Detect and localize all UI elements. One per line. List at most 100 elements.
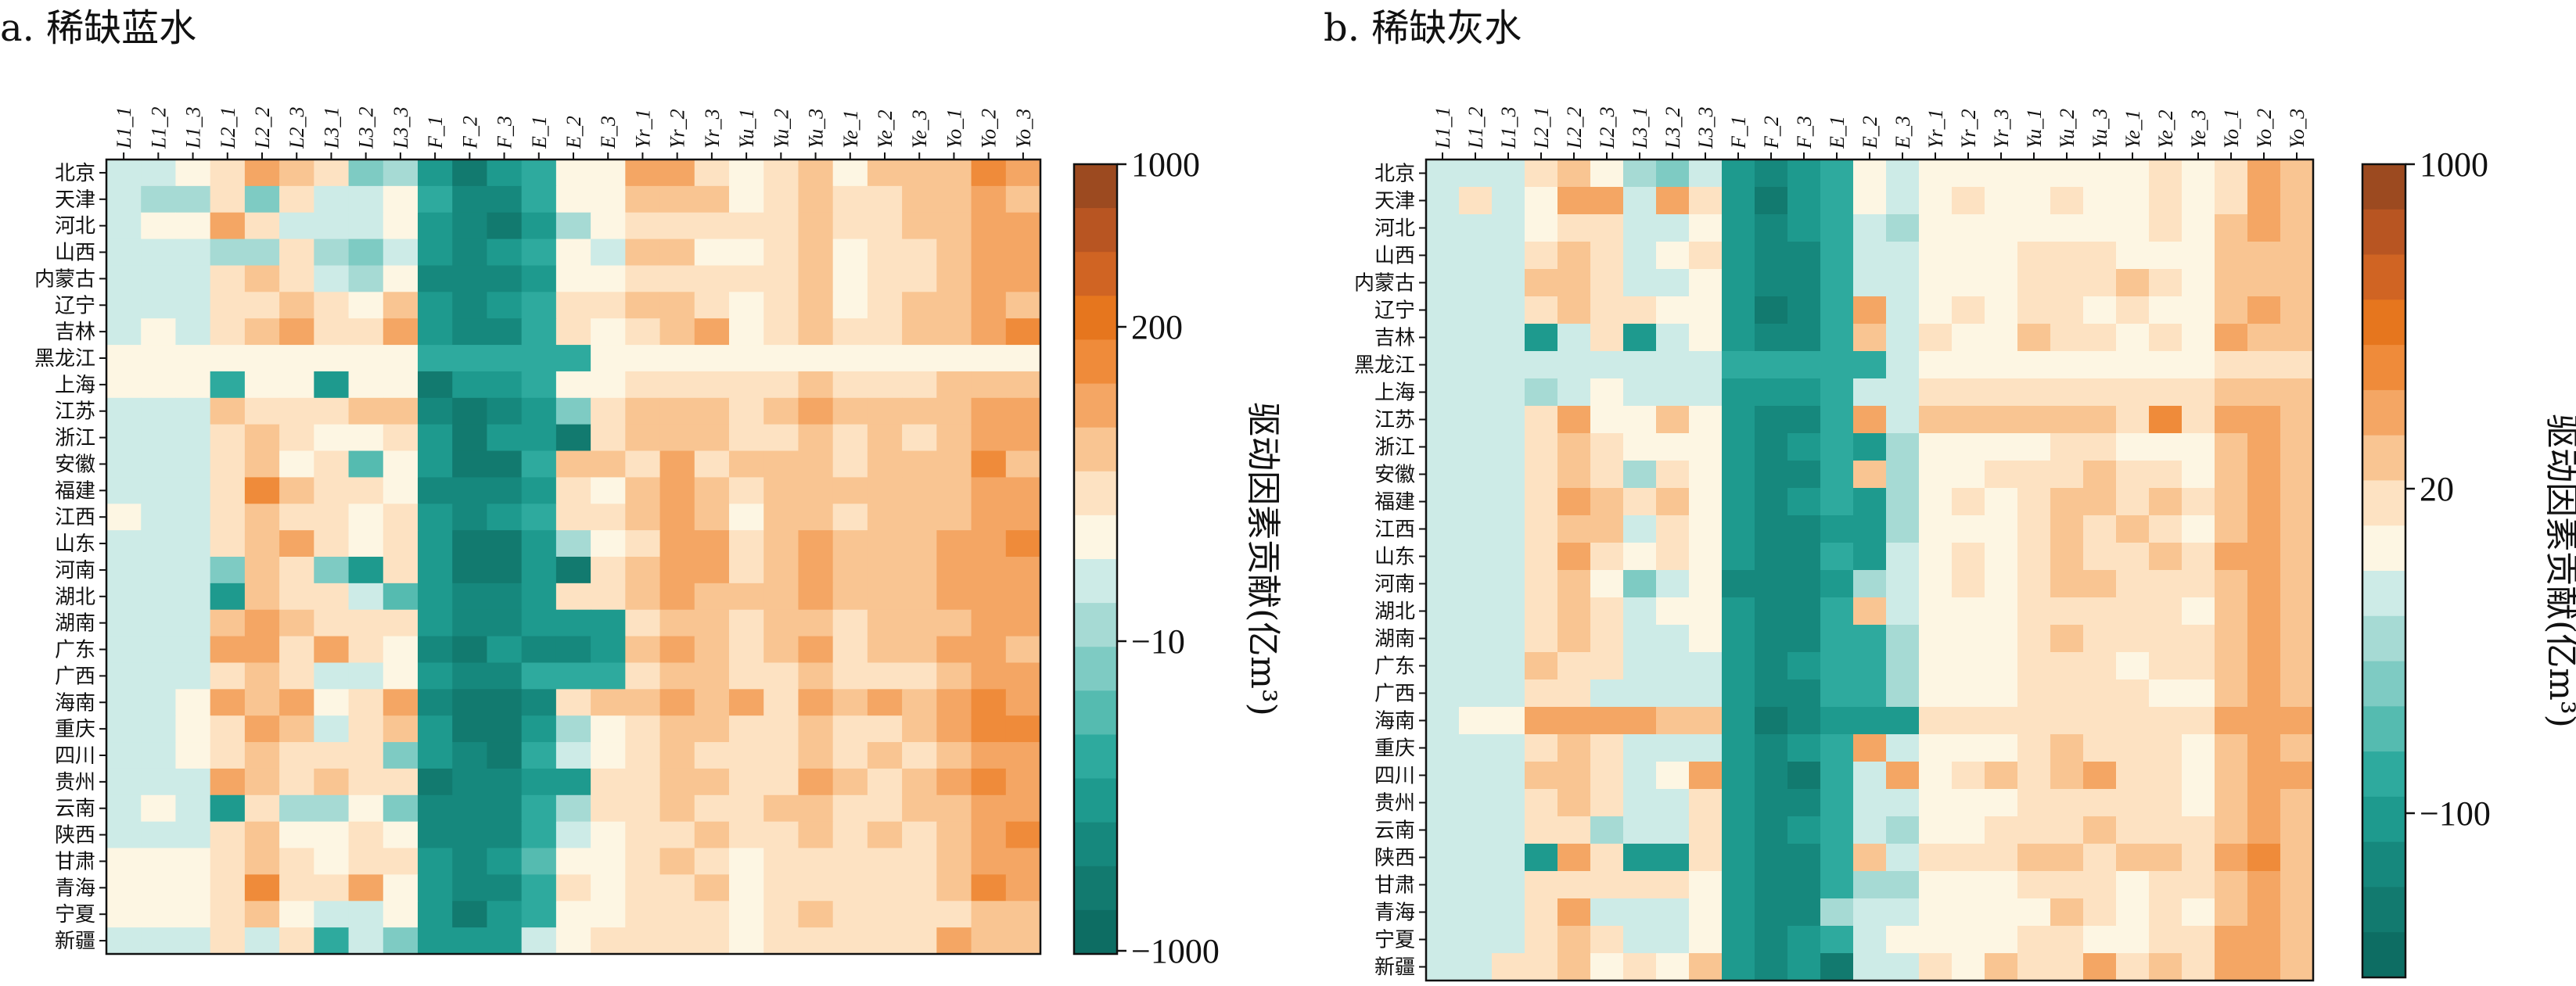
colorbar-band xyxy=(2362,164,2405,210)
heatmap-cell xyxy=(936,794,972,823)
heatmap-cell xyxy=(1656,214,1690,242)
heatmap-cell xyxy=(210,927,246,955)
heatmap-cell xyxy=(555,477,591,504)
heatmap-cell xyxy=(1005,397,1041,425)
heatmap-cell xyxy=(1656,515,1690,543)
heatmap-cell xyxy=(1005,212,1041,240)
heatmap-cell xyxy=(1919,597,1953,626)
heatmap-cell xyxy=(1985,406,2018,434)
heatmap-cell xyxy=(2116,461,2150,489)
heatmap-cell xyxy=(867,794,903,823)
heatmap-cell xyxy=(936,238,972,267)
heatmap-cell xyxy=(555,185,591,213)
heatmap-cell xyxy=(591,424,626,452)
heatmap-cell xyxy=(348,397,384,425)
heatmap-cell xyxy=(1557,679,1591,708)
heatmap-cell xyxy=(1005,238,1041,267)
heatmap-cell xyxy=(2149,351,2183,379)
heatmap-cell xyxy=(2215,625,2248,653)
heatmap-cell xyxy=(625,874,661,902)
heatmap-cell xyxy=(521,345,557,372)
heatmap-cell xyxy=(279,715,314,743)
heatmap-cell xyxy=(1985,898,2018,927)
heatmap-cell xyxy=(141,583,177,611)
heatmap-cell xyxy=(591,794,626,823)
heatmap-cell xyxy=(1525,269,1558,297)
heatmap-cell xyxy=(1820,953,1854,981)
heatmap-cell xyxy=(314,557,350,584)
heatmap-cell xyxy=(2149,296,2183,324)
heatmap-cell xyxy=(1820,844,1854,872)
panel-a-cells xyxy=(106,160,1041,955)
heatmap-cell xyxy=(383,768,419,796)
heatmap-cell xyxy=(902,583,937,611)
heatmap-cell xyxy=(867,318,903,346)
heatmap-cell xyxy=(1492,324,1525,352)
heatmap-cell xyxy=(1820,351,1854,379)
heatmap-cell xyxy=(2182,871,2215,899)
heatmap-cell xyxy=(867,848,903,875)
heatmap-cell xyxy=(798,424,834,452)
heatmap-cell xyxy=(1853,570,1887,598)
heatmap-cell xyxy=(1985,160,2018,188)
heatmap-cell xyxy=(1919,433,1953,461)
heatmap-cell xyxy=(2215,844,2248,872)
heatmap-cell xyxy=(383,821,419,849)
heatmap-cell xyxy=(2083,406,2117,434)
heatmap-cell xyxy=(902,292,937,319)
heatmap-cell xyxy=(902,609,937,637)
heatmap-cell xyxy=(1590,351,1624,379)
column-label: Yo_3 xyxy=(1012,109,1035,149)
heatmap-cell xyxy=(2149,543,2183,571)
heatmap-cell xyxy=(487,662,523,690)
heatmap-cell xyxy=(1492,214,1525,242)
heatmap-cell xyxy=(659,742,695,769)
heatmap-cell xyxy=(2247,597,2281,626)
heatmap-cell xyxy=(452,397,488,425)
heatmap-cell xyxy=(1557,187,1591,215)
heatmap-cell xyxy=(1005,160,1041,187)
heatmap-cell xyxy=(1820,378,1854,407)
heatmap-cell xyxy=(2247,953,2281,981)
heatmap-cell xyxy=(971,292,1007,319)
heatmap-cell xyxy=(1787,844,1821,872)
heatmap-cell xyxy=(452,424,488,452)
heatmap-cell xyxy=(902,821,937,849)
heatmap-cell xyxy=(1820,242,1854,270)
heatmap-cell xyxy=(452,557,488,584)
heatmap-cell xyxy=(383,318,419,346)
heatmap-cell xyxy=(971,794,1007,823)
column-label: Ye_1 xyxy=(2122,109,2144,149)
heatmap-cell xyxy=(832,477,868,504)
heatmap-cell xyxy=(1853,187,1887,215)
heatmap-cell xyxy=(798,557,834,584)
heatmap-cell xyxy=(452,927,488,955)
heatmap-cell xyxy=(798,371,834,399)
heatmap-cell xyxy=(1820,625,1854,653)
heatmap-cell xyxy=(452,212,488,240)
heatmap-cell xyxy=(1492,926,1525,954)
heatmap-cell xyxy=(452,185,488,213)
heatmap-cell xyxy=(314,185,350,213)
heatmap-cell xyxy=(625,689,661,716)
row-label: 重庆 xyxy=(55,718,95,740)
heatmap-cell xyxy=(867,238,903,267)
heatmap-cell xyxy=(1755,406,1788,434)
heatmap-cell xyxy=(832,318,868,346)
heatmap-cell xyxy=(521,794,557,823)
heatmap-cell xyxy=(763,689,799,716)
heatmap-cell xyxy=(2247,406,2281,434)
heatmap-cell xyxy=(1525,324,1558,352)
heatmap-cell xyxy=(659,927,695,955)
heatmap-cell xyxy=(971,715,1007,743)
heatmap-cell xyxy=(694,318,730,346)
heatmap-cell xyxy=(1623,543,1657,571)
heatmap-cell xyxy=(141,874,177,902)
row-label: 浙江 xyxy=(55,427,95,450)
heatmap-cell xyxy=(591,371,626,399)
heatmap-cell xyxy=(729,662,764,690)
heatmap-cell xyxy=(106,874,142,902)
heatmap-cell xyxy=(936,609,972,637)
colorbar-band xyxy=(1074,339,1117,385)
column-label: Ye_2 xyxy=(874,109,896,149)
